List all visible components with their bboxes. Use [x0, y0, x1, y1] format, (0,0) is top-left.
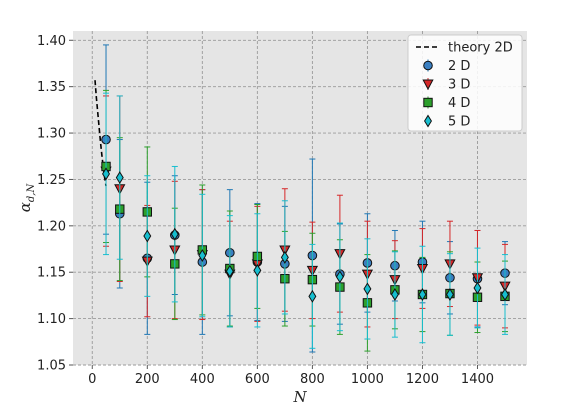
data-point: [418, 288, 427, 301]
legend-label-4d: 4 D: [448, 96, 470, 111]
data-point: [102, 167, 111, 181]
x-tick-label: 400: [190, 372, 215, 387]
x-tick-label: 1200: [406, 372, 439, 387]
data-point: [170, 227, 179, 241]
y-tick-label: 1.05: [37, 359, 66, 374]
y-tick-label: 1.25: [37, 173, 66, 188]
data-point: [280, 250, 289, 264]
legend-marker-3d: [422, 79, 434, 91]
data-point: [390, 288, 399, 301]
legend-label-theory: theory 2D: [448, 41, 513, 56]
y-tick-label: 1.10: [37, 312, 66, 327]
data-point: [335, 270, 344, 284]
legend-label-2d: 2 D: [448, 59, 470, 74]
y-tick-label: 1.35: [37, 80, 66, 95]
y-axis-label-subscript: d,N: [26, 183, 37, 203]
grid-lines: [73, 31, 527, 366]
legend-marker-4d: [423, 97, 433, 108]
legend-items: theory 2D 2 D 3 D 4 D 5 D: [416, 41, 513, 130]
y-tick-label: 1.40: [37, 34, 66, 49]
data-point: [308, 289, 317, 303]
y-tick-label: 1.15: [37, 266, 66, 281]
y-axis-label: αd,N: [16, 183, 37, 213]
x-tick-label: 600: [245, 372, 270, 387]
y-axis-label-main: α: [16, 202, 34, 212]
data-point: [198, 249, 207, 262]
legend-label-5d: 5 D: [448, 115, 470, 130]
y-tick-label: 1.20: [37, 219, 66, 234]
x-axis-label: N: [292, 388, 307, 406]
data-point: [143, 229, 152, 243]
data-point: [445, 288, 454, 301]
legend-marker-5d: [424, 114, 432, 128]
data-point: [115, 171, 124, 185]
y-axis-ticks: 1.05 1.10 1.15 1.20 1.25 1.30 1.35 1.40: [37, 34, 73, 374]
x-tick-label: 200: [135, 372, 160, 387]
y-tick-label: 1.30: [37, 127, 66, 142]
x-tick-label: 1400: [461, 372, 494, 387]
data-point: [363, 282, 372, 296]
data-series-group: [100, 44, 511, 353]
legend: theory 2D 2 D 3 D 4 D 5 D: [407, 34, 523, 132]
legend-box: [407, 34, 523, 132]
series-5d: [102, 92, 509, 349]
x-axis-ticks: 0 200 400 600 800 1000 1200 1400: [88, 365, 494, 387]
x-tick-label: 1000: [351, 372, 384, 387]
legend-marker-2d: [423, 60, 433, 71]
data-point: [501, 288, 509, 301]
data-point: [225, 264, 234, 278]
data-point: [253, 263, 262, 277]
x-tick-label: 0: [88, 372, 96, 387]
x-tick-label: 800: [300, 372, 325, 387]
data-point: [473, 281, 482, 295]
legend-label-3d: 3 D: [448, 78, 470, 93]
